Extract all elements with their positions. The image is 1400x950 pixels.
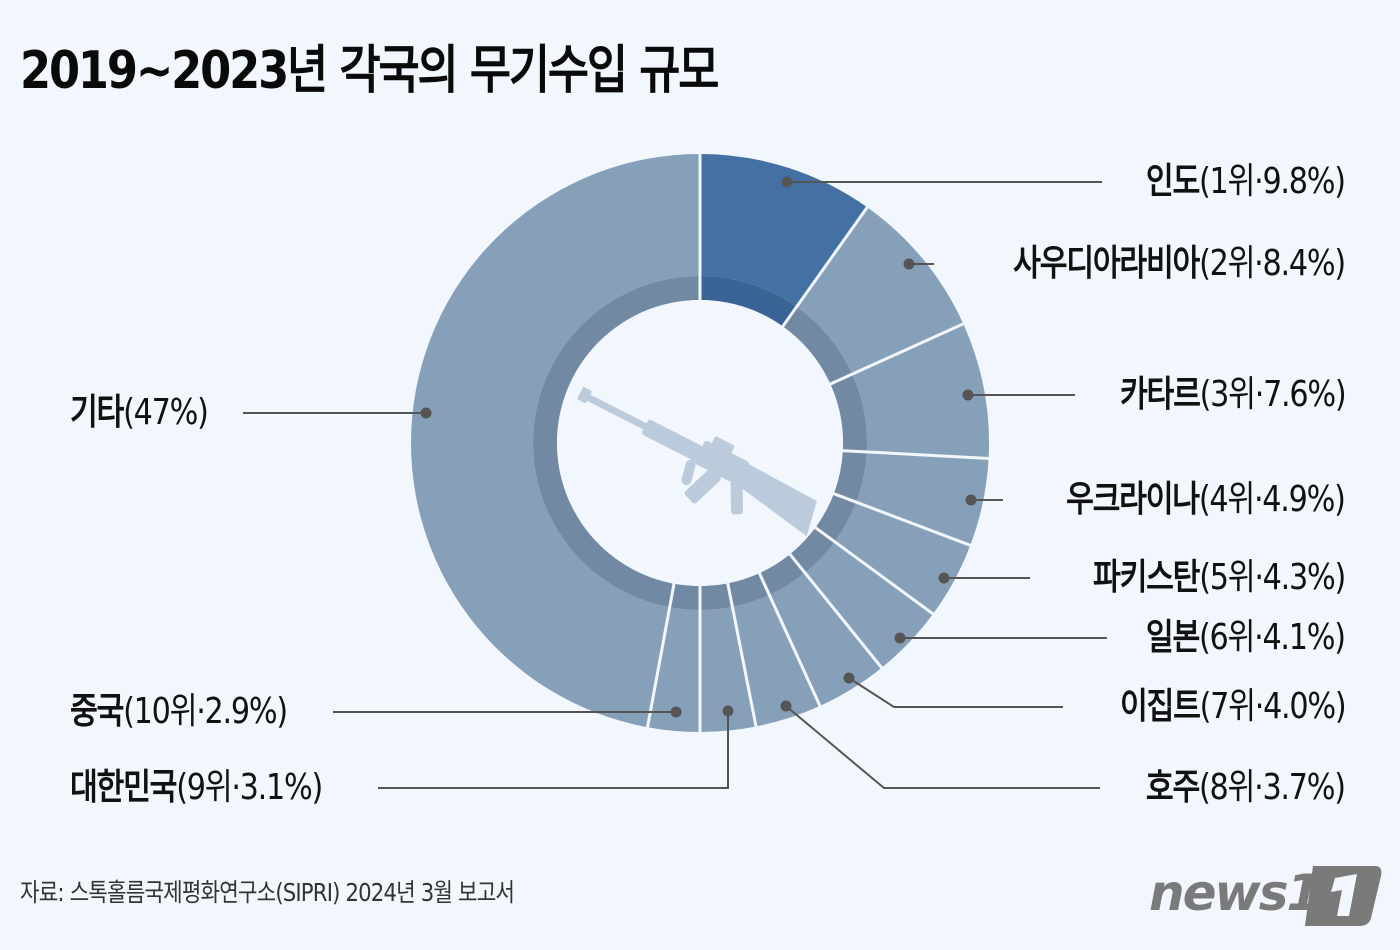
label-saudi-arabia: 사우디아라비아(2위·8.4%) xyxy=(1013,243,1346,284)
leader-lines xyxy=(243,176,1107,789)
label-china: 중국(10위·2.9%) xyxy=(70,691,288,732)
slice-separator xyxy=(645,582,676,729)
donut-slice xyxy=(834,502,971,614)
slice-separator xyxy=(757,571,822,708)
donut-slice xyxy=(856,451,989,546)
donut-slice-band xyxy=(759,554,806,595)
donut-slice-band xyxy=(700,276,797,327)
svg-text:news1: news1 xyxy=(1149,864,1319,922)
label-japan: 일본(6위·4.1%) xyxy=(1146,617,1346,658)
donut-slice xyxy=(852,323,990,459)
slice-separator xyxy=(813,525,935,616)
label-pakistan: 파키스탄(5위·4.3%) xyxy=(1092,557,1346,598)
donut-slice-band xyxy=(669,583,700,610)
leader-dot xyxy=(781,176,793,188)
donut-slice-band xyxy=(830,374,868,452)
label-others: 기타(47%) xyxy=(70,392,209,433)
leader-dot xyxy=(780,700,792,712)
source-note: 자료: 스톡홀름국제평화연구소(SIPRI) 2024년 3월 보고서 xyxy=(20,878,515,907)
news1-logo-icon: news1 xyxy=(1149,864,1382,926)
donut-slice xyxy=(410,154,700,728)
donut-slice xyxy=(769,572,882,706)
leader-dot xyxy=(938,572,950,584)
donut-slice-band xyxy=(727,573,770,607)
label-india: 인도(1위·9.8%) xyxy=(1146,161,1346,202)
donut-slice-band xyxy=(700,583,733,610)
rifle-icon xyxy=(577,387,817,537)
leader-dot xyxy=(420,407,432,419)
leader-line xyxy=(848,677,1063,708)
label-australia: 호주(8위·3.7%) xyxy=(1146,767,1346,808)
donut-slices xyxy=(410,153,990,733)
label-ukraine: 우크라이나(4위·4.9%) xyxy=(1066,479,1346,520)
donut-slice-band xyxy=(789,527,835,573)
donut-slice xyxy=(700,606,757,732)
leader-dot xyxy=(903,258,915,270)
slice-separator xyxy=(828,322,965,386)
slice-separator xyxy=(788,552,884,670)
label-egypt: 이집트(7위·4.0%) xyxy=(1119,686,1347,727)
donut-slice xyxy=(732,594,820,727)
slice-separator xyxy=(726,582,758,728)
label-south-korea: 대한민국(9위·3.1%) xyxy=(70,767,323,808)
leader-dot xyxy=(962,389,974,401)
leader-dot xyxy=(843,672,855,684)
donut-slice-band xyxy=(815,493,857,542)
donut-slice-band xyxy=(833,450,867,503)
label-qatar: 카타르(3위·7.6%) xyxy=(1119,374,1347,415)
leader-dot xyxy=(894,632,906,644)
leader-line xyxy=(378,711,729,789)
leader-dot xyxy=(965,494,977,506)
leader-dot xyxy=(670,706,682,718)
donut-slice-band xyxy=(782,306,853,385)
page-title: 2019~2023년 각국의 무기수입 규모 xyxy=(20,41,719,101)
donut-hole xyxy=(557,300,843,586)
slice-separator xyxy=(832,491,972,548)
slice-separator xyxy=(780,205,870,329)
slice-separator xyxy=(841,449,990,461)
donut-slice xyxy=(700,154,868,307)
donut-slice xyxy=(647,607,700,732)
donut-slice-band xyxy=(532,276,700,608)
leader-dot xyxy=(722,705,734,717)
leader-line xyxy=(785,705,1100,789)
